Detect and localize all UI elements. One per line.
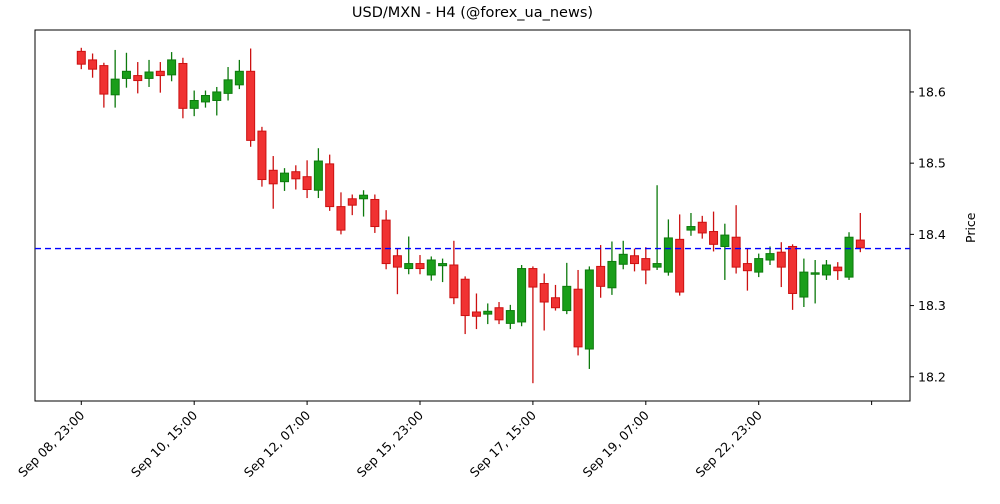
y-tick-label: 18.4 bbox=[918, 227, 946, 242]
y-axis-label: Price bbox=[963, 212, 978, 244]
candle-body bbox=[562, 285, 572, 312]
candle-body bbox=[313, 160, 323, 191]
candle-body bbox=[855, 239, 865, 249]
y-tick-label: 18.2 bbox=[918, 369, 946, 384]
candle-body bbox=[833, 266, 843, 272]
candle-body bbox=[675, 238, 685, 293]
x-tick-label: Sep 17, 15:00 bbox=[467, 407, 539, 479]
candle-body bbox=[742, 263, 752, 272]
candle-body bbox=[754, 258, 764, 273]
candle-body bbox=[121, 70, 131, 79]
candle-body bbox=[596, 265, 606, 287]
y-tick-label: 18.3 bbox=[918, 298, 946, 313]
candle-body bbox=[799, 271, 809, 298]
candle-body bbox=[246, 70, 256, 141]
candle-body bbox=[438, 263, 448, 267]
candle-body bbox=[686, 226, 696, 231]
x-tick-label: Sep 12, 07:00 bbox=[241, 407, 313, 479]
candle-body bbox=[178, 62, 188, 109]
y-tick-label: 18.5 bbox=[918, 156, 946, 171]
x-tick-label: Sep 22, 23:00 bbox=[692, 407, 764, 479]
candle-body bbox=[584, 269, 594, 350]
candle-body bbox=[212, 91, 222, 101]
candle-body bbox=[821, 264, 831, 276]
candle-body bbox=[155, 70, 165, 77]
candle-body bbox=[449, 264, 459, 299]
candle-body bbox=[280, 172, 290, 183]
candle-body bbox=[404, 263, 414, 270]
candle-body bbox=[347, 198, 357, 206]
candle-body bbox=[392, 255, 402, 268]
candle-body bbox=[652, 263, 662, 268]
candle-body bbox=[641, 258, 651, 271]
candle-body bbox=[370, 198, 380, 228]
candle-body bbox=[573, 288, 583, 348]
candle-body bbox=[268, 169, 278, 185]
candle-body bbox=[88, 59, 98, 70]
candle-body bbox=[291, 171, 301, 180]
candle-body bbox=[765, 253, 775, 261]
candle-body bbox=[528, 268, 538, 288]
candle-body bbox=[471, 311, 481, 317]
candle-body bbox=[200, 95, 210, 103]
candle-body bbox=[788, 245, 798, 294]
x-tick-label: Sep 19, 07:00 bbox=[580, 407, 652, 479]
candle-body bbox=[144, 71, 154, 79]
candle-body bbox=[776, 251, 786, 268]
candle-body bbox=[257, 130, 267, 181]
candle-body bbox=[415, 263, 425, 270]
candle-body bbox=[731, 236, 741, 268]
candle-body bbox=[607, 260, 617, 289]
x-tick-label: Sep 08, 23:00 bbox=[15, 407, 87, 479]
candle-body bbox=[460, 278, 470, 317]
candle-body bbox=[302, 176, 312, 191]
candle-body bbox=[663, 237, 673, 273]
candle-body bbox=[697, 221, 707, 234]
candle-body bbox=[336, 206, 346, 231]
candle-body bbox=[483, 310, 493, 315]
chart-title: USD/MXN - H4 (@forex_ua_news) bbox=[351, 5, 594, 21]
candle-body bbox=[505, 310, 515, 324]
y-tick-label: 18.6 bbox=[918, 84, 946, 99]
candle-body bbox=[76, 50, 86, 65]
candle-body bbox=[630, 255, 640, 265]
candle-body bbox=[494, 307, 504, 321]
candle-body bbox=[539, 283, 549, 303]
candle-body bbox=[550, 297, 560, 309]
candle-body bbox=[381, 219, 391, 265]
candle-body bbox=[325, 163, 335, 208]
x-tick-label: Sep 10, 15:00 bbox=[128, 407, 200, 479]
candle-body bbox=[720, 234, 730, 247]
candle-body bbox=[844, 236, 854, 278]
candle-body bbox=[618, 253, 628, 265]
candle-body bbox=[359, 194, 369, 200]
x-tick-label: Sep 15, 23:00 bbox=[354, 407, 426, 479]
plot-border bbox=[34, 29, 911, 402]
candle-body bbox=[110, 78, 120, 96]
candle-body bbox=[709, 231, 719, 245]
candle-body bbox=[517, 268, 527, 323]
candle-body bbox=[223, 79, 233, 94]
candle-body bbox=[426, 259, 436, 276]
candle-body bbox=[167, 59, 177, 76]
candle-body bbox=[234, 70, 244, 86]
candle-body bbox=[189, 99, 199, 109]
candle-body bbox=[99, 65, 109, 95]
candle-body bbox=[133, 75, 143, 82]
candle-body bbox=[810, 272, 820, 275]
